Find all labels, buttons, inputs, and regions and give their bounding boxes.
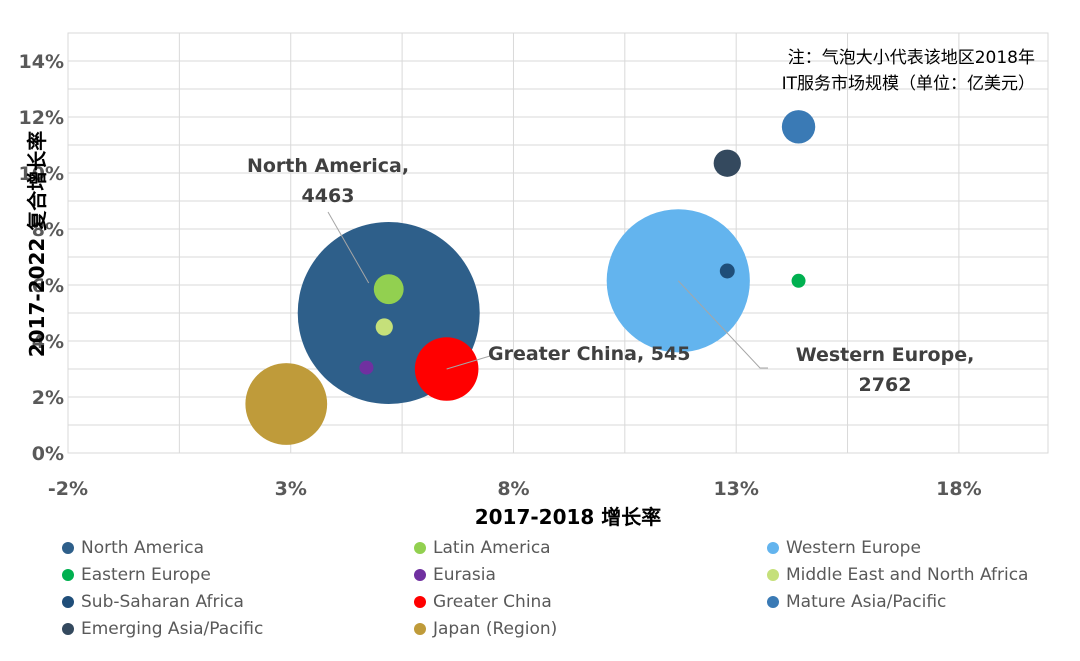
legend-item-sub-saharan-africa: Sub-Saharan Africa: [62, 590, 414, 613]
y-tick-label: 12%: [19, 107, 64, 129]
x-tick-label: 13%: [713, 478, 758, 500]
legend-label: Emerging Asia/Pacific: [81, 618, 264, 639]
legend-swatch: [767, 568, 779, 581]
legend-label: Mature Asia/Pacific: [786, 591, 947, 612]
callout-western-europe-line-1: Western Europe,: [796, 344, 975, 366]
legend-label: Japan (Region): [433, 618, 558, 639]
bubbles: [245, 110, 816, 445]
callout-greater-china-line-1: Greater China, 545: [488, 343, 690, 365]
y-tick-label: 2%: [32, 387, 64, 409]
y-axis-ticks: 0% 2% 4% 6% 8% 10% 12% 14%: [19, 51, 64, 465]
x-tick-label: -2%: [48, 478, 88, 500]
y-tick-label: 6%: [32, 275, 64, 297]
x-tick-label: 3%: [275, 478, 307, 500]
legend: North America Latin America Western Europe…: [62, 536, 1062, 640]
legend-label: Sub-Saharan Africa: [81, 591, 244, 612]
x-tick-label: 18%: [936, 478, 981, 500]
legend-item-japan-region: Japan (Region): [414, 617, 767, 640]
legend-label: Middle East and North Africa: [786, 564, 1029, 585]
legend-item-emerging-asia-pacific: Emerging Asia/Pacific: [62, 617, 414, 640]
legend-label: North America: [81, 537, 205, 558]
bubble-latin-america: [373, 274, 404, 305]
legend-item-mature-asia-pacific: Mature Asia/Pacific: [767, 590, 1067, 613]
bubble-eurasia: [359, 360, 374, 375]
callout-leader-lines: [327, 211, 768, 370]
callouts: North America, 4463 Greater China, 545 West…: [247, 155, 974, 396]
y-tick-label: 4%: [32, 331, 64, 353]
bubble-emerging-asia-pacific: [713, 149, 741, 177]
y-tick-label: 10%: [19, 163, 64, 185]
x-axis-title: 2017-2018 增长率: [475, 505, 662, 529]
legend-label: Latin America: [433, 537, 551, 558]
bubble-mature-asia-pacific: [781, 110, 816, 144]
leader-line-greater-china: [446, 355, 491, 370]
legend-swatch: [62, 595, 74, 608]
legend-swatch: [414, 541, 426, 554]
bubble-sub-saharan-africa: [719, 263, 735, 279]
leader-line-north-america: [327, 211, 370, 284]
y-tick-label: 0%: [32, 443, 64, 465]
leader-line-western-europe: [677, 280, 768, 369]
legend-item-greater-china: Greater China: [414, 590, 767, 613]
bubble-chart: 0% 2% 4% 6% 8% 10% 12% 14% -2% 3% 8% 13% 18% North …: [19, 32, 1049, 529]
bubble-middle-east-and-north-africa: [375, 318, 393, 336]
bubble-eastern-europe: [791, 273, 806, 288]
legend-swatch: [414, 622, 426, 635]
legend-item-eurasia: Eurasia: [414, 563, 767, 586]
legend-swatch: [767, 541, 779, 554]
legend-swatch: [62, 622, 74, 635]
legend-swatch: [767, 595, 779, 608]
x-axis-ticks: -2% 3% 8% 13% 18%: [48, 478, 982, 500]
legend-swatch: [62, 541, 74, 554]
bubble-size-note-line-2: IT服务市场规模（单位：亿美元）: [782, 74, 1035, 94]
legend-swatch: [62, 568, 74, 581]
legend-swatch: [414, 568, 426, 581]
y-axis-title: 2017-2022 复合增长率: [25, 131, 49, 358]
legend-label: Eastern Europe: [81, 564, 211, 585]
callout-western-europe-line-2: 2762: [859, 374, 912, 396]
callout-north-america-line-2: 4463: [302, 185, 355, 207]
y-tick-label: 14%: [19, 51, 64, 73]
legend-item-middle-east-and-north-africa: Middle East and North Africa: [767, 563, 1067, 586]
y-tick-label: 8%: [32, 219, 64, 241]
legend-label: Western Europe: [786, 537, 921, 558]
legend-item-latin-america: Latin America: [414, 536, 767, 559]
callout-north-america-line-1: North America,: [247, 155, 409, 177]
legend-label: Greater China: [433, 591, 552, 612]
legend-item-western-europe: Western Europe: [767, 536, 1067, 559]
bubble-size-note-line-1: 注：气泡大小代表该地区2018年: [788, 48, 1035, 68]
legend-item-north-america: North America: [62, 536, 414, 559]
legend-label: Eurasia: [433, 564, 496, 585]
legend-swatch: [414, 595, 426, 608]
bubble-japan-region: [245, 363, 328, 445]
x-tick-label: 8%: [497, 478, 529, 500]
legend-item-eastern-europe: Eastern Europe: [62, 563, 414, 586]
